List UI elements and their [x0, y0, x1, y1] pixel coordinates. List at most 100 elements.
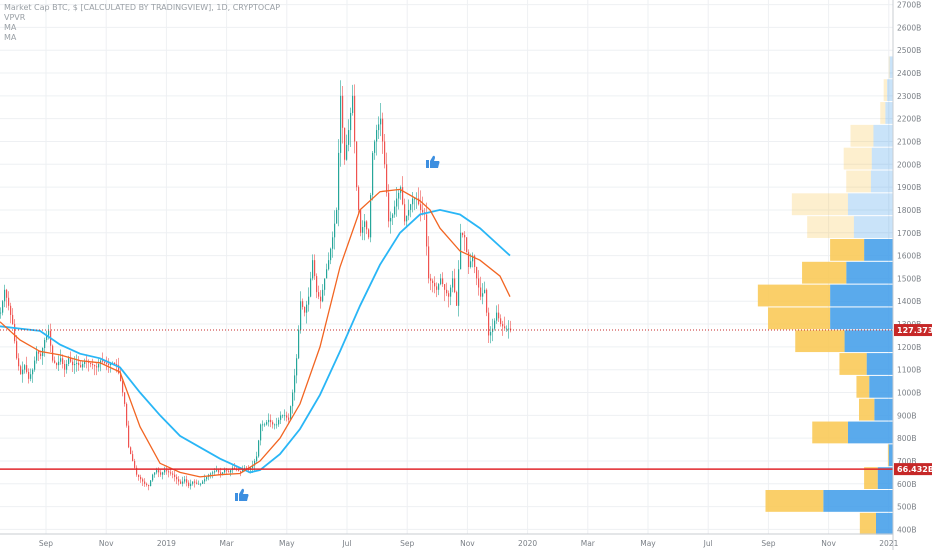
candle-body — [16, 341, 18, 359]
vp-bar-down — [864, 467, 878, 489]
indicator-ma-slow[interactable]: MA — [4, 33, 17, 42]
candle-body — [184, 479, 186, 482]
candle-body — [338, 152, 340, 210]
candle-body — [142, 479, 144, 482]
price-tags: 127.373B 66.432B — [894, 324, 932, 476]
vp-bar-down — [795, 330, 845, 353]
vp-bar-down — [843, 147, 872, 170]
candle-body — [146, 483, 148, 485]
candle-body — [122, 381, 124, 393]
candle-body — [448, 293, 450, 297]
candle-body — [18, 358, 20, 367]
candle-body — [58, 361, 60, 366]
y-tick-label: 1100B — [897, 366, 921, 375]
candle-body — [134, 460, 136, 468]
candle-body — [60, 358, 62, 362]
candle-body — [496, 312, 498, 321]
candle-body — [224, 470, 226, 473]
candle-body — [44, 340, 46, 349]
candle-body — [84, 360, 86, 364]
candle-body — [442, 278, 444, 285]
candle-body — [454, 278, 456, 293]
candle-body — [304, 306, 306, 313]
candle-body — [260, 424, 262, 441]
candle-body — [222, 472, 224, 475]
candle-body — [120, 373, 122, 382]
candle-body — [306, 304, 308, 313]
candle-body — [140, 476, 142, 480]
time-axis[interactable]: Sep Nov 2019 Mar May Jul Sep Nov 2020 Mar May Jul Se… — [0, 533, 899, 548]
candle-body — [336, 209, 338, 224]
candle-body — [104, 361, 106, 363]
candle-body — [386, 164, 388, 193]
candle-body — [302, 301, 304, 307]
y-tick-label: 2500B — [897, 46, 921, 55]
candle-body — [470, 261, 472, 267]
candle-body — [204, 479, 206, 482]
candle-body — [254, 460, 256, 466]
vp-bar-up — [885, 102, 893, 124]
candle-body — [410, 204, 412, 210]
candle-body — [136, 467, 138, 475]
x-tick-label: Sep — [761, 539, 775, 548]
candle-body — [430, 278, 432, 281]
candle-body — [118, 365, 120, 374]
candle-body — [392, 214, 394, 218]
candle-body — [370, 195, 372, 238]
candle-body — [148, 484, 150, 487]
candle-body — [258, 440, 260, 457]
candle-body — [214, 471, 216, 473]
chart-title[interactable]: Market Cap BTC, $ [CALCULATED BY TRADING… — [4, 3, 281, 12]
candle-body — [434, 282, 436, 287]
candle-body — [174, 474, 176, 477]
candle-body — [180, 481, 182, 484]
candle-body — [144, 481, 146, 484]
candle-body — [128, 425, 130, 448]
candle-body — [168, 471, 170, 473]
vp-bar-up — [864, 238, 893, 261]
candle-body — [64, 363, 66, 370]
indicator-vpvr[interactable]: VPVR — [4, 13, 26, 22]
candle-body — [468, 252, 470, 267]
candle-body — [382, 118, 384, 142]
candle-body — [240, 471, 242, 473]
indicator-ma-fast[interactable]: MA — [4, 23, 17, 32]
x-tick-label: Nov — [460, 539, 475, 548]
y-tick-label: 1600B — [897, 252, 921, 261]
candle-body — [154, 472, 156, 475]
candle-body — [54, 360, 56, 363]
candle-body — [56, 362, 58, 366]
chart-legend[interactable]: Market Cap BTC, $ [CALCULATED BY TRADING… — [4, 3, 280, 43]
candle-body — [276, 424, 278, 426]
x-tick-label: Jul — [703, 539, 713, 548]
y-tick-label: 1400B — [897, 297, 921, 306]
vp-bar-up — [877, 467, 893, 489]
candle-body — [226, 470, 228, 472]
vp-bar-up — [870, 170, 893, 193]
candle-body — [270, 419, 272, 423]
candle-body — [394, 206, 396, 215]
candle-body — [202, 481, 204, 484]
candlestick-series — [0, 80, 512, 491]
vp-bar-down — [883, 79, 888, 102]
vp-bar-up — [889, 56, 893, 79]
vp-bar-up — [853, 216, 893, 238]
chart-grid — [0, 0, 893, 534]
x-tick-label: Jul — [341, 539, 351, 548]
candle-body — [282, 415, 284, 417]
candle-body — [182, 481, 184, 484]
volume-profile — [757, 56, 893, 535]
candle-body — [350, 112, 352, 131]
candle-body — [178, 479, 180, 482]
candle-body — [342, 95, 344, 128]
vp-bar-up — [869, 375, 893, 398]
candle-body — [296, 358, 298, 376]
candle-body — [94, 365, 96, 367]
x-tick-label: 2021 — [879, 539, 898, 548]
y-tick-label: 2400B — [897, 69, 921, 78]
vp-bar-down — [791, 193, 848, 216]
candle-body — [364, 221, 366, 228]
candle-body — [380, 118, 382, 125]
candle-body — [130, 447, 132, 455]
